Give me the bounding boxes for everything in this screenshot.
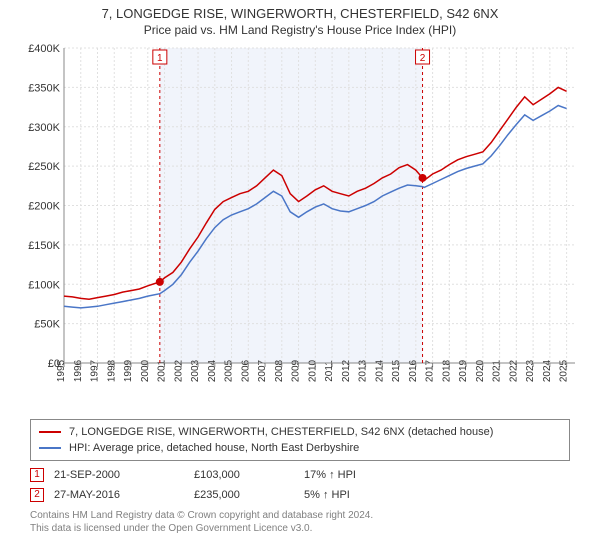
transaction-marker — [419, 174, 427, 182]
y-tick-label: £200K — [28, 201, 60, 213]
transaction-hpi: 17% ↑ HPI — [304, 469, 404, 481]
y-tick-label: £50K — [34, 319, 60, 331]
transaction-marker — [156, 278, 164, 286]
y-tick-label: £100K — [28, 279, 60, 291]
y-tick-label: £300K — [28, 122, 60, 134]
transaction-row: 2 27-MAY-2016£235,0005% ↑ HPI — [30, 485, 570, 505]
footer-line-2: This data is licensed under the Open Gov… — [30, 522, 570, 535]
transaction-label-num: 1 — [157, 53, 163, 64]
transaction-row: 1 21-SEP-2000£103,00017% ↑ HPI — [30, 465, 570, 485]
footer-line-1: Contains HM Land Registry data © Crown c… — [30, 509, 570, 522]
transaction-date: 27-MAY-2016 — [54, 489, 194, 501]
transaction-price: £235,000 — [194, 489, 304, 501]
transactions-table: 1 21-SEP-2000£103,00017% ↑ HPI 2 27-MAY-201… — [30, 465, 570, 505]
chart-title-block: 7, LONGEDGE RISE, WINGERWORTH, CHESTERFI… — [0, 0, 600, 37]
y-tick-label: £400K — [28, 43, 60, 55]
legend-swatch — [39, 431, 61, 433]
legend-text: HPI: Average price, detached house, Nort… — [69, 442, 359, 454]
legend-text: 7, LONGEDGE RISE, WINGERWORTH, CHESTERFI… — [69, 426, 493, 438]
transaction-date: 21-SEP-2000 — [54, 469, 194, 481]
transaction-num-icon: 2 — [30, 488, 44, 502]
y-tick-label: £250K — [28, 161, 60, 173]
legend-row: HPI: Average price, detached house, Nort… — [39, 440, 561, 456]
chart-title-sub: Price paid vs. HM Land Registry's House … — [0, 23, 600, 37]
legend-box: 7, LONGEDGE RISE, WINGERWORTH, CHESTERFI… — [30, 419, 570, 461]
transaction-num-icon: 1 — [30, 468, 44, 482]
chart-svg: £0£50K£100K£150K£200K£250K£300K£350K£400… — [20, 43, 580, 413]
transaction-hpi: 5% ↑ HPI — [304, 489, 404, 501]
chart-area: £0£50K£100K£150K£200K£250K£300K£350K£400… — [20, 43, 580, 413]
legend-swatch — [39, 447, 61, 449]
transaction-price: £103,000 — [194, 469, 304, 481]
footer-text: Contains HM Land Registry data © Crown c… — [30, 509, 570, 535]
y-tick-label: £150K — [28, 240, 60, 252]
transaction-label-num: 2 — [420, 53, 426, 64]
shade-band — [160, 48, 423, 363]
y-tick-label: £350K — [28, 82, 60, 94]
chart-title-main: 7, LONGEDGE RISE, WINGERWORTH, CHESTERFI… — [0, 6, 600, 21]
legend-row: 7, LONGEDGE RISE, WINGERWORTH, CHESTERFI… — [39, 424, 561, 440]
